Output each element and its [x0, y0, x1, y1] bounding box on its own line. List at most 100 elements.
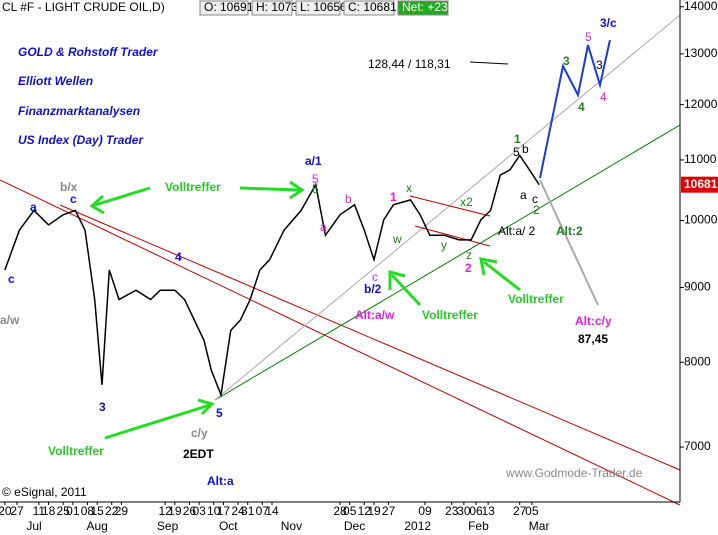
annotation: 4 [600, 90, 607, 104]
x-tick-label: 26 [183, 504, 197, 518]
annotation: 2 [533, 203, 540, 217]
x-tick-label: 06 [469, 504, 483, 518]
x-tick-label: 01 [66, 504, 80, 518]
y-tick-label: 8000 [684, 354, 711, 368]
x-tick-label: 11 [33, 504, 46, 518]
x-tick-label: 27 [513, 504, 527, 518]
annotation: 5 [312, 182, 319, 196]
x-tick-label: 24 [231, 504, 245, 518]
month-label: Sep [157, 519, 179, 533]
annotation: 3 [99, 400, 106, 414]
annotation: c [70, 192, 77, 206]
x-tick-label: 14 [265, 504, 279, 518]
x-tick-label: 29 [115, 504, 129, 518]
month-label: Oct [219, 519, 238, 533]
annotation: b [345, 192, 352, 206]
annotation: 1 [514, 132, 521, 146]
annotation: GOLD & Rohstoff Trader [18, 45, 159, 59]
annotation: 1 [390, 190, 397, 204]
annotation: Alt:2 [556, 224, 583, 238]
annotation: Volltreffer [165, 180, 221, 194]
y-tick-label: 14000 [684, 0, 718, 13]
annotation: 3 [596, 58, 603, 72]
annotation: b/x [60, 180, 78, 194]
annotation: a/1 [305, 154, 322, 168]
x-tick-label: 05 [343, 504, 357, 518]
annotation: Volltreffer [422, 308, 478, 322]
month-label: Aug [86, 519, 107, 533]
quote-value: O: 10691 [204, 0, 254, 14]
month-label: Jul [26, 519, 41, 533]
x-tick-label: 27 [382, 504, 396, 518]
annotation: c [8, 272, 15, 286]
x-tick-label: 07 [256, 504, 270, 518]
annotation: x2 [460, 195, 473, 209]
y-tick-label: 13000 [684, 46, 718, 60]
chart-title: CL #F - LIGHT CRUDE OIL,D) [2, 0, 165, 14]
last-price-label: 10681 [684, 177, 718, 191]
annotation: Elliott Wellen [18, 74, 93, 88]
annotation: 128,44 / 118,31 [368, 57, 451, 71]
annotation: b [522, 142, 529, 156]
annotation: c [372, 270, 378, 284]
annotation: a [30, 200, 37, 214]
annotation: 5 [585, 30, 592, 44]
y-tick-label: 9000 [684, 280, 711, 294]
x-tick-label: 10 [207, 504, 221, 518]
last-price-box [681, 176, 718, 193]
x-tick-label: 12 [158, 504, 172, 518]
annotation: 2 [465, 261, 472, 275]
annotation: 3 [563, 54, 570, 68]
month-label: 2012 [404, 519, 431, 533]
month-label: Mar [529, 519, 550, 533]
annotation: c [532, 192, 538, 206]
quote-value: Net: +23 [402, 0, 448, 14]
x-tick-label: 25 [56, 504, 70, 518]
annotation: Alt:c/y [575, 314, 612, 328]
y-tick-label: 12000 [684, 97, 718, 111]
annotation: z [466, 248, 472, 262]
x-tick-label: 18 [42, 504, 56, 518]
y-tick-label: 10000 [684, 213, 718, 227]
quote-value: H: 10732 [256, 0, 305, 14]
trend-line [214, 14, 681, 401]
projection-line [539, 179, 599, 306]
quote-box [343, 0, 395, 16]
x-tick-label: 30 [457, 504, 471, 518]
annotation: Finanzmarktanalysen [18, 104, 140, 118]
annotation: 5 [513, 145, 520, 159]
arrow [469, 61, 509, 65]
x-tick-label: 19 [367, 504, 381, 518]
annotation: x [406, 181, 412, 195]
annotation: c/y [191, 426, 208, 440]
month-label: Nov [281, 519, 302, 533]
x-tick-label: 08 [81, 504, 95, 518]
annotation: US Index (Day) Trader [18, 133, 144, 147]
annotation: y [441, 238, 447, 252]
x-tick-label: 03 [192, 504, 206, 518]
annotation: www.Godmode-Trader.de [505, 466, 643, 480]
annotation: 87,45 [578, 332, 608, 346]
annotation: 4 [175, 250, 182, 264]
quote-box [397, 0, 449, 16]
annotation: 5 [312, 172, 319, 186]
projection-path [539, 39, 611, 179]
x-tick-label: 09 [418, 504, 432, 518]
annotation: Alt:a [207, 474, 234, 488]
annotation: Volltreffer [48, 444, 104, 458]
annotation: a [520, 188, 527, 202]
quote-box [295, 0, 341, 16]
quote-box [251, 0, 293, 16]
y-tick-label: 7000 [684, 439, 711, 453]
annotation: a [320, 220, 327, 234]
arrows [89, 180, 521, 440]
annotation: b/2 [364, 282, 382, 296]
annotation: a/w [0, 313, 20, 327]
x-tick-label: 23 [445, 504, 459, 518]
annotation: Alt:a/w [355, 308, 395, 322]
trend-line [59, 204, 681, 471]
x-tick-label: 15 [90, 504, 104, 518]
